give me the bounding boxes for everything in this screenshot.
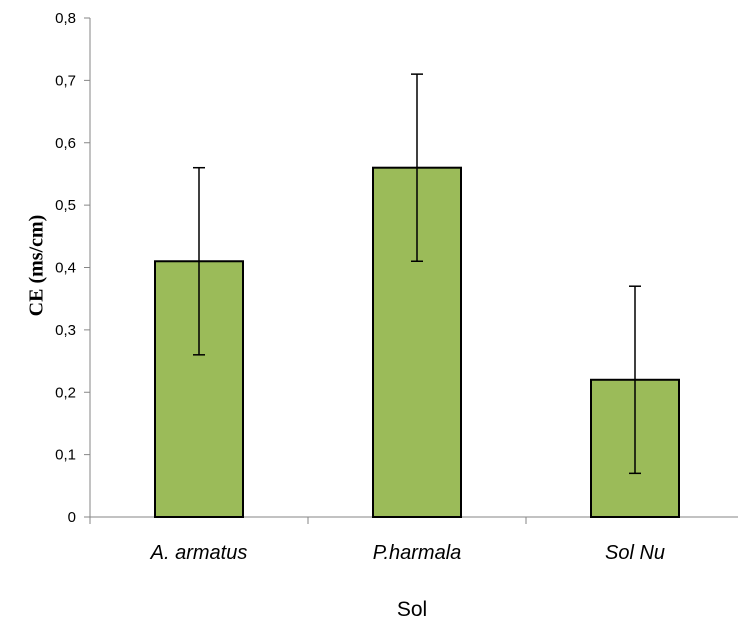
y-tick-label: 0,8 [55, 10, 76, 27]
y-tick-label: 0,2 [55, 384, 76, 401]
error-bars [193, 73, 641, 475]
x-category-label: A. armatus [150, 542, 248, 564]
x-category-label: P.harmala [373, 542, 462, 564]
y-axis-title: CE (ms/cm) [26, 215, 48, 317]
y-tick-label: 0,7 [55, 72, 76, 89]
error-bar [629, 285, 641, 475]
y-axis: 0 0,1 0,2 0,3 0,4 0,5 0,6 0,7 0,8 [55, 10, 91, 526]
x-axis-title: Sol [397, 598, 427, 621]
y-tick-label: 0,1 [55, 447, 76, 464]
error-bar [411, 73, 423, 263]
y-tick-label: 0,5 [55, 197, 76, 214]
y-tick-label: 0 [68, 509, 76, 526]
y-tick-label: 0,6 [55, 135, 76, 152]
x-axis: A. armatus P.harmala Sol Nu [89, 516, 738, 564]
bars [154, 166, 680, 519]
x-category-label: Sol Nu [605, 542, 665, 564]
error-bar [193, 166, 205, 356]
y-tick-label: 0,4 [55, 260, 76, 277]
y-tick-label: 0,3 [55, 322, 76, 339]
